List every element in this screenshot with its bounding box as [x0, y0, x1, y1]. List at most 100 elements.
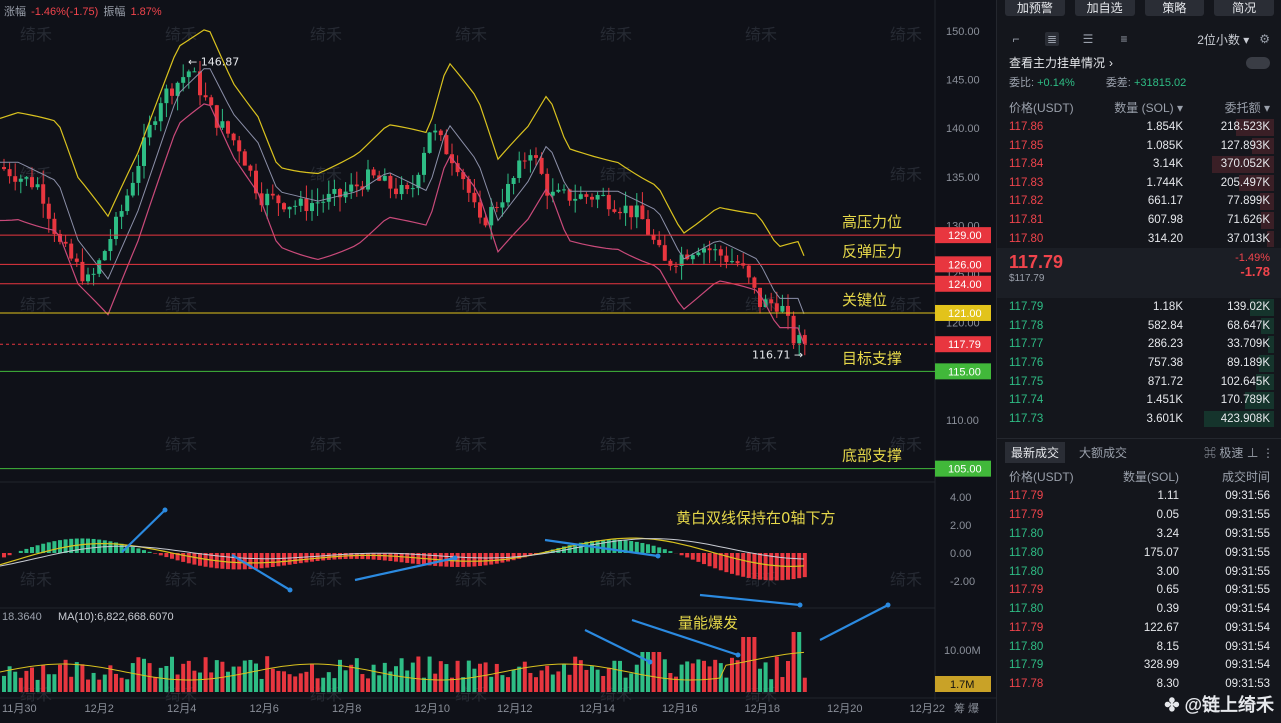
bid-row[interactable]: 117.73 3.601K 423.908K	[997, 410, 1281, 429]
macd-bar	[80, 538, 85, 553]
candle-body	[556, 189, 561, 192]
macd-bar	[405, 553, 410, 563]
macd-bar	[158, 553, 163, 556]
candle-body	[657, 239, 662, 246]
price-cell: 117.73	[1009, 412, 1044, 425]
candle-body	[13, 176, 18, 182]
volume-bar	[248, 659, 253, 692]
trade-time: 09:31:55	[1225, 584, 1270, 597]
volume-bar	[192, 670, 197, 692]
depth-bar	[1267, 336, 1274, 353]
collapse-icon[interactable]: ⌐	[1012, 32, 1020, 46]
ask-row[interactable]: 117.83 1.744K 205.497K	[997, 174, 1281, 193]
volume-bar	[242, 660, 247, 692]
main-order-row[interactable]: 查看主力挂单情况 ›	[997, 52, 1281, 74]
macd-bar	[724, 553, 729, 573]
candle-body	[30, 177, 34, 188]
chart-area[interactable]: 150.00 145.00 140.00 135.00 130.00 125.00 120.…	[0, 0, 996, 723]
add-favorite-button[interactable]: 加自选	[1074, 0, 1135, 16]
volume-bar	[590, 666, 594, 692]
last-price-usd: $117.79	[1009, 273, 1045, 285]
speed-toggle[interactable]: ⌘ 极速 ⊥ ⋮	[1203, 445, 1274, 460]
candle-body	[500, 202, 505, 208]
volume-bar	[130, 663, 135, 692]
volume-bar	[629, 673, 634, 692]
candle-body	[394, 188, 398, 195]
bid-row[interactable]: 117.77 286.23 33.709K	[997, 335, 1281, 354]
ask-row[interactable]: 117.86 1.854K 218.523K	[997, 118, 1281, 137]
volume-bar	[30, 667, 34, 692]
candlestick-chart[interactable]: 150.00145.00140.00135.00130.00125.00120.…	[0, 0, 996, 723]
volume-bar	[310, 663, 314, 692]
qty-cell: 1.744K	[1146, 176, 1183, 189]
settings-icon[interactable]: ⚙	[1259, 32, 1270, 46]
volume-bar	[214, 660, 219, 692]
volume-bar	[517, 666, 522, 692]
candle-body	[690, 255, 695, 260]
trend-arrow	[354, 556, 456, 582]
both-sides-icon[interactable]: ≣	[1045, 32, 1059, 46]
bid-row[interactable]: 117.74 1.451K 170.789K	[997, 391, 1281, 410]
ask-row[interactable]: 117.84 3.14K 370.052K	[997, 155, 1281, 174]
ask-row[interactable]: 117.82 661.17 77.899K	[997, 192, 1281, 211]
add-alert-button[interactable]: 加预警	[1005, 0, 1065, 16]
macd-annotation: 黄白双线保持在0轴下方	[676, 509, 836, 527]
macd-bar	[377, 553, 382, 560]
trade-row: 117.79 0.65 09:31:55	[997, 581, 1281, 600]
col-amount[interactable]: 委托额 ▾	[1224, 101, 1270, 115]
volume-bar	[662, 659, 667, 692]
candle-body	[730, 261, 734, 263]
asks-only-icon[interactable]: ≡	[1120, 32, 1128, 46]
candle-body	[461, 172, 466, 180]
volume-bar	[455, 660, 460, 692]
macd-bar	[315, 553, 320, 562]
volume-bar	[338, 659, 342, 692]
ask-row[interactable]: 117.81 607.98 71.626K	[997, 211, 1281, 230]
bid-row[interactable]: 117.78 582.84 68.647K	[997, 317, 1281, 336]
volume-bar	[450, 677, 454, 692]
main-order-toggle[interactable]	[1246, 57, 1270, 69]
trend-arrow	[231, 554, 291, 591]
candle-body	[226, 121, 230, 134]
candle-body	[209, 97, 214, 106]
amount-cell: 89.189K	[1227, 356, 1270, 369]
volume-bar	[41, 665, 46, 692]
tab-large-trades[interactable]: 大额成交	[1079, 445, 1128, 460]
ask-row[interactable]: 117.80 314.20 37.013K	[997, 230, 1281, 249]
trade-col-qty: 数量(SOL)	[1122, 470, 1179, 485]
amount-cell: 102.645K	[1220, 375, 1270, 388]
tab-latest-trades[interactable]: 最新成交	[1005, 441, 1066, 463]
ask-row[interactable]: 117.85 1.085K 127.893K	[997, 137, 1281, 156]
volume-bar	[668, 672, 673, 692]
macd-bar	[382, 553, 387, 561]
candle-body	[629, 205, 634, 218]
change-label: 涨幅	[4, 6, 26, 18]
volume-bar	[2, 675, 6, 692]
candle-body	[298, 198, 303, 206]
candle-body	[399, 184, 404, 195]
date-label: 12月22	[910, 703, 945, 715]
qty-cell: 3.14K	[1152, 158, 1183, 171]
watermark-text: 绮禾	[165, 435, 197, 454]
volume-bar	[444, 664, 449, 692]
macd-bar	[304, 553, 309, 563]
price-cell: 117.85	[1009, 139, 1044, 152]
strategy-button[interactable]: 策略	[1144, 0, 1205, 16]
trade-row: 117.79 122.67 09:31:54	[997, 619, 1281, 638]
bid-row[interactable]: 117.75 871.72 102.645K	[997, 373, 1281, 392]
macd-bar	[86, 538, 90, 553]
overview-button[interactable]: 简况	[1214, 0, 1274, 16]
watermark-text: 绮禾	[600, 165, 632, 184]
bid-row[interactable]: 117.76 757.38 89.189K	[997, 354, 1281, 373]
candle-body	[478, 202, 482, 218]
bid-row[interactable]: 117.79 1.18K 139.02K	[997, 298, 1281, 317]
col-qty[interactable]: 数量 (SOL) ▾	[1114, 101, 1183, 115]
level-tag-label: 105.00	[948, 464, 982, 476]
price-cell: 117.82	[1009, 195, 1044, 208]
candle-body	[338, 188, 342, 198]
volume-bar	[119, 677, 124, 692]
precision-select[interactable]: 2位小数 ▾	[1197, 32, 1250, 47]
bids-only-icon[interactable]: ☰	[1082, 32, 1094, 46]
macd-axis-label: 0.00	[950, 548, 971, 560]
trade-time: 09:31:55	[1225, 546, 1270, 559]
